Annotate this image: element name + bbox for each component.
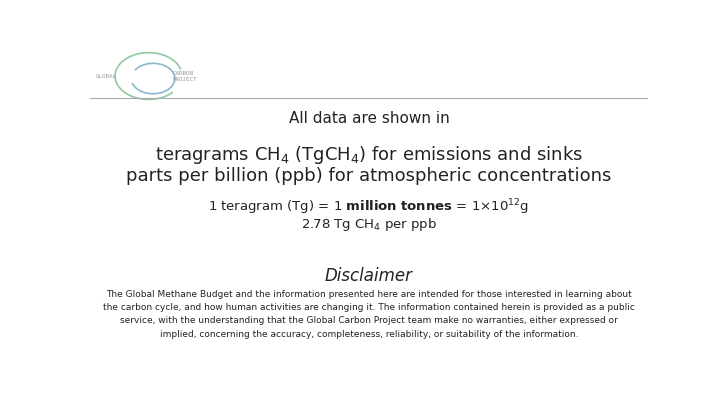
Text: teragrams CH$_4$ (TgCH$_4$) for emissions and sinks: teragrams CH$_4$ (TgCH$_4$) for emission…	[155, 144, 583, 166]
Text: Disclaimer: Disclaimer	[325, 267, 413, 285]
Text: The Global Methane Budget and the information presented here are intended for th: The Global Methane Budget and the inform…	[103, 290, 635, 339]
Text: parts per billion (ppb) for atmospheric concentrations: parts per billion (ppb) for atmospheric …	[126, 167, 612, 185]
Text: CARBON: CARBON	[173, 71, 194, 76]
Text: 1 teragram (Tg) = 1 $\mathbf{million\ tonnes}$ = 1$\times$10$^{12}$g: 1 teragram (Tg) = 1 $\mathbf{million\ to…	[209, 198, 529, 217]
Text: All data are shown in: All data are shown in	[289, 111, 449, 126]
Text: PROJECT: PROJECT	[173, 77, 197, 82]
Text: 2.78 Tg CH$_4$ per ppb: 2.78 Tg CH$_4$ per ppb	[301, 216, 437, 233]
Text: GLOBAL: GLOBAL	[96, 74, 117, 79]
